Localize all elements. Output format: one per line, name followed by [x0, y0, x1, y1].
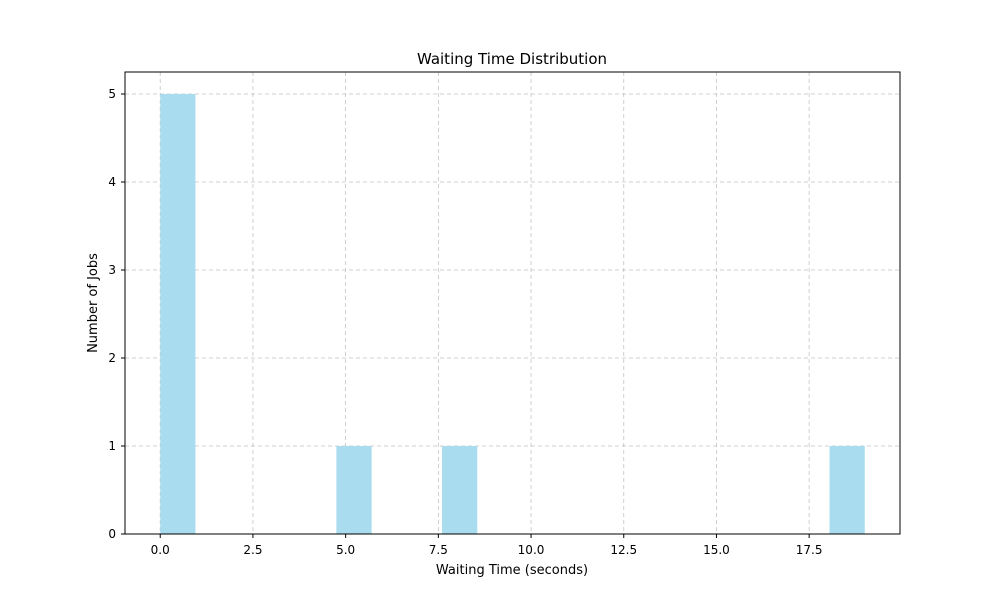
- x-tick-label: 10.0: [518, 543, 545, 557]
- x-tick-label: 7.5: [429, 543, 448, 557]
- histogram-bar: [442, 446, 478, 534]
- x-tick-label: 17.5: [796, 543, 823, 557]
- histogram-bar: [336, 446, 372, 534]
- y-tick-label: 5: [108, 87, 116, 101]
- y-tick-label: 1: [108, 439, 116, 453]
- chart-title: Waiting Time Distribution: [417, 50, 607, 68]
- x-tick-label: 2.5: [243, 543, 262, 557]
- x-axis-label: Waiting Time (seconds): [436, 563, 588, 578]
- histogram-bar: [160, 94, 196, 534]
- y-tick-label: 3: [108, 263, 116, 277]
- y-axis-ticks: 0 1 2 3 4 5: [108, 87, 125, 541]
- x-tick-label: 0.0: [151, 543, 170, 557]
- y-tick-label: 2: [108, 351, 116, 365]
- y-axis-label: Number of Jobs: [86, 253, 101, 353]
- axes-frame: [124, 71, 901, 535]
- histogram-bar: [829, 446, 865, 534]
- x-tick-label: 12.5: [610, 543, 637, 557]
- y-tick-label: 4: [108, 175, 116, 189]
- x-axis-ticks: 0.0 2.5 5.0 7.5 10.0 12.5 15.0 17.5: [151, 534, 823, 557]
- grid-lines: [125, 72, 900, 535]
- x-tick-label: 15.0: [703, 543, 730, 557]
- x-tick-label: 5.0: [336, 543, 355, 557]
- y-tick-label: 0: [108, 527, 116, 541]
- histogram-bars: [160, 94, 865, 534]
